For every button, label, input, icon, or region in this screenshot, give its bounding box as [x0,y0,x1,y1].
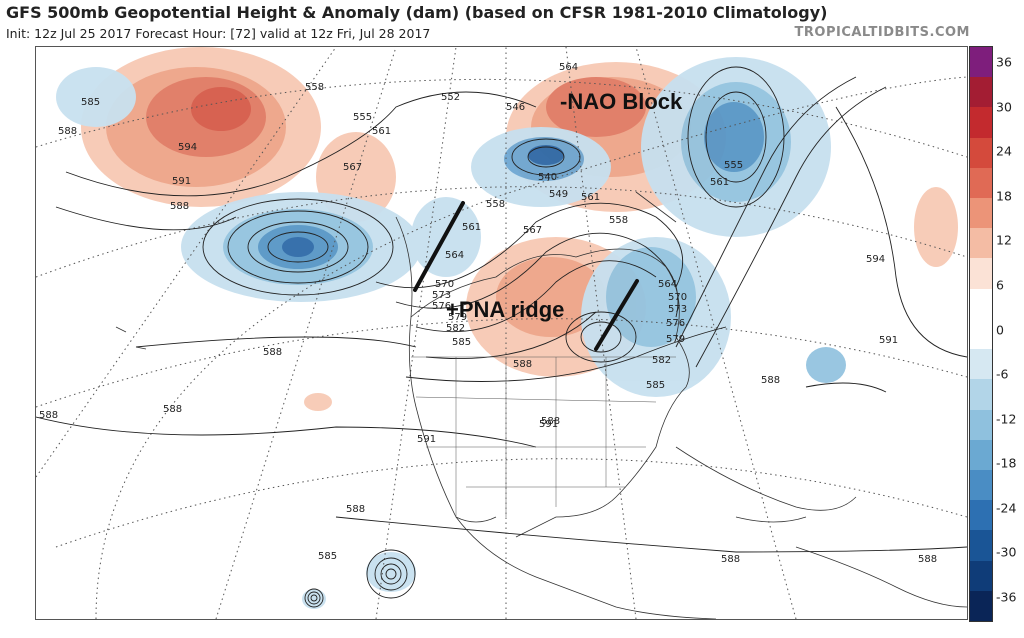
contour-label: 594 [178,142,197,153]
colorbar-tick-label: -24 [996,500,1017,516]
contour-label: 588 [39,410,58,421]
contour-label: 585 [81,97,100,108]
colorbar-segment [970,349,992,380]
contour-label: 540 [538,172,557,183]
colorbar-tick-label: 0 [996,322,1004,337]
trough-axis-lines [413,201,639,351]
map-canvas: 585 588 594 591 588 558 555 561 552 567 … [36,47,967,619]
contour-label: 594 [866,254,885,265]
contour-label: 591 [879,335,898,346]
colorbar-segment [970,198,992,229]
colorbar-segment [970,560,992,592]
contour-label: 564 [559,62,578,73]
contour-label: 552 [441,92,460,103]
contour-label: 567 [343,162,362,173]
colorbar-segment [970,228,992,259]
colorbar-segment [970,409,992,441]
contour-label: 588 [263,347,282,358]
colorbar-tick-label: -30 [996,544,1017,560]
contour-label: 591 [539,419,558,430]
colorbar-segment [970,107,992,139]
contour-label: 588 [163,404,182,415]
contour-label: 588 [58,126,77,137]
contour-label: 588 [346,504,365,515]
pna-ridge-annotation: +PNA ridge [446,297,564,322]
map-title: GFS 500mb Geopotential Height & Anomaly … [6,3,828,22]
graticule [36,47,967,619]
height-contours [36,66,967,608]
contour-label: 561 [372,126,391,137]
contour-label: 588 [918,554,937,565]
contour-label: 573 [432,290,451,301]
colorbar-segment [970,47,992,78]
contour-label: 561 [581,192,600,203]
colorbar-tick-label: 18 [996,188,1012,204]
colorbar-segment [970,288,992,320]
contour-label: 582 [446,323,465,334]
colorbar-tick-label: 12 [996,232,1012,248]
anomaly-colorbar [969,46,993,622]
colorbar-segment [970,439,992,471]
contour-label: 585 [646,380,665,391]
contour-label: 555 [353,112,372,123]
colorbar-tick-label: -6 [996,366,1009,382]
forecast-info: Init: 12z Jul 25 2017 Forecast Hour: [72… [6,26,431,41]
colorbar-segment [970,500,992,531]
colorbar-tick-label: -18 [996,455,1017,471]
colorbar-segment [970,530,992,562]
colorbar-segment [970,379,992,411]
contour-label: 558 [609,215,628,226]
colorbar-segment [970,77,992,108]
contour-label: 573 [668,304,687,315]
contour-label: 579 [448,312,467,323]
coastlines [115,191,967,619]
contour-label: 576 [432,301,451,312]
contour-label: 588 [513,359,532,370]
contour-label: 570 [435,279,454,290]
colorbar-segment [970,258,992,290]
contour-label: 561 [710,177,729,188]
contour-label: 585 [452,337,471,348]
contour-label: 591 [417,434,436,445]
colorbar-tick-label: 6 [996,277,1004,293]
contour-label: 585 [318,551,337,562]
contour-label: 555 [724,160,743,171]
borders [411,356,676,517]
contour-label: 546 [506,102,525,113]
colorbar-segment [970,167,992,199]
contour-label: 561 [462,222,481,233]
contour-label: 564 [658,279,677,290]
contour-label: 591 [172,176,191,187]
colorbar-segment [970,469,992,501]
contour-label: 558 [486,199,505,210]
contour-label: 588 [170,201,189,212]
contour-label: 570 [668,292,687,303]
contour-label: 576 [666,318,685,329]
contour-label: 588 [721,554,740,565]
colorbar-segment [970,318,992,350]
colorbar-tick-label: 30 [996,99,1012,115]
nao-block-annotation: -NAO Block [560,89,683,114]
contour-label: 582 [652,355,671,366]
contour-label: 564 [445,250,464,261]
contour-label: 558 [305,82,324,93]
colorbar-segment [970,137,992,169]
contour-label: 549 [549,189,568,200]
contour-label: 579 [666,334,685,345]
contour-label: 588 [541,416,560,427]
contour-label: 567 [523,225,542,236]
colorbar-tick-label: 36 [996,54,1012,70]
brand-watermark: TROPICALTIDBITS.COM [794,25,970,40]
weather-map: 585 588 594 591 588 558 555 561 552 567 … [35,46,968,620]
contour-label-group: 585 588 594 591 588 558 555 561 552 567 … [39,62,937,565]
contour-label: 588 [761,375,780,386]
colorbar-tick-label: 24 [996,143,1012,159]
colorbar-segment [970,590,992,622]
colorbar-tick-label: -12 [996,411,1017,427]
colorbar-tick-label: -36 [996,589,1017,605]
